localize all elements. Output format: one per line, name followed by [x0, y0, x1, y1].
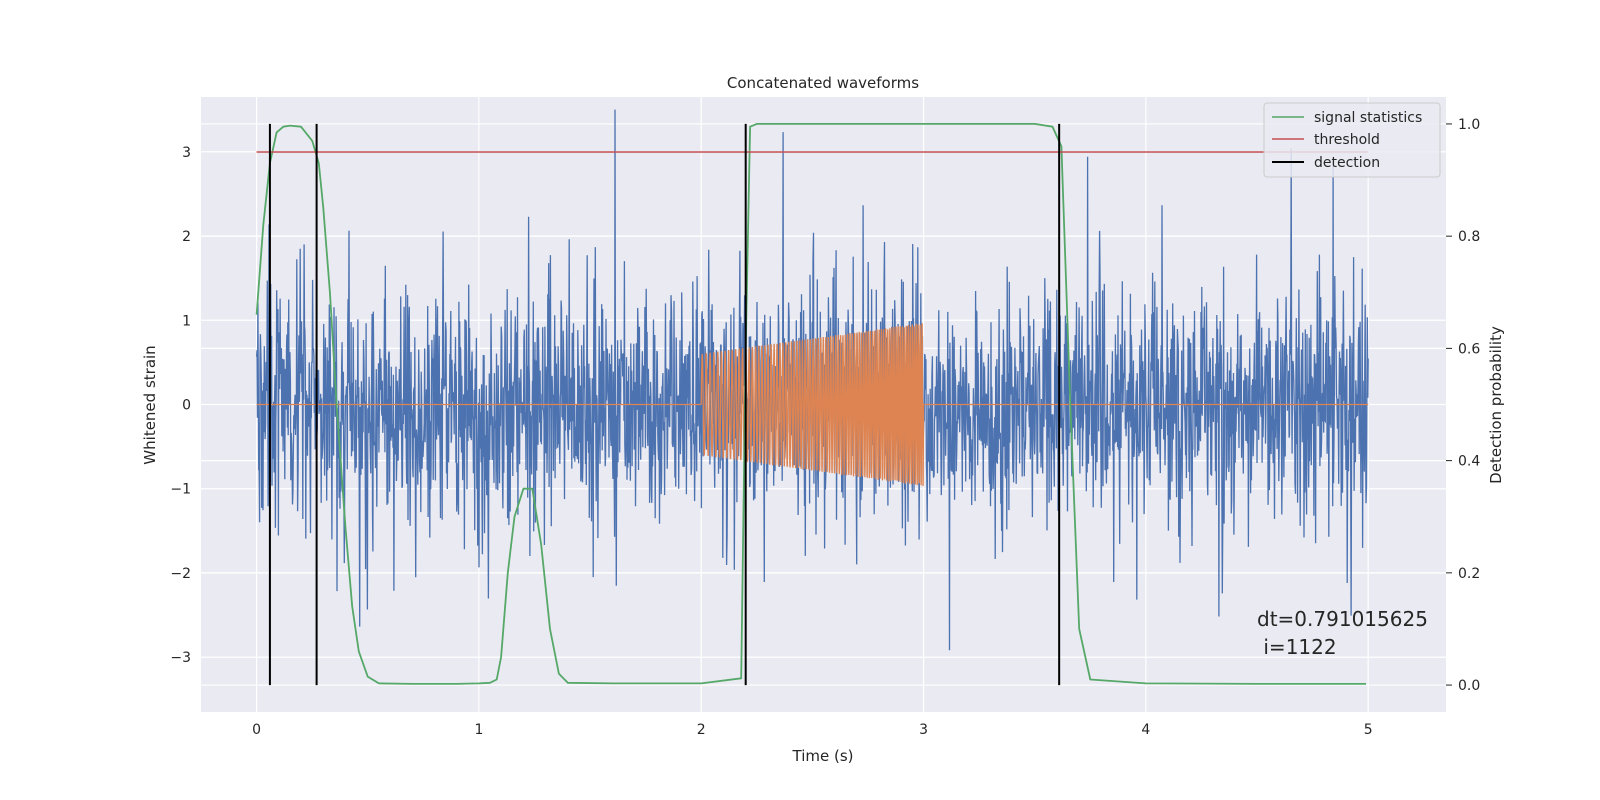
y-tick-label-right: 1.0 — [1458, 117, 1480, 133]
series-injected-signal-line — [256, 323, 1369, 487]
legend-label-detection: detection — [1314, 155, 1380, 171]
annotation-line-i: i=1122 — [1257, 635, 1337, 659]
y-tick-label-right: 0.8 — [1458, 229, 1480, 245]
series-signal-statistics-line — [255, 123, 1366, 685]
legend-label-signal-statistics: signal statistics — [1314, 110, 1422, 126]
y-tick-label-left: 3 — [182, 145, 191, 161]
y-tick-label-left: 2 — [182, 229, 191, 245]
y-tick-label-left: −2 — [170, 566, 191, 582]
y-tick-label-right: 0.2 — [1458, 566, 1480, 582]
y-tick-label-left: 1 — [182, 313, 191, 329]
y-tick-label-left: 0 — [182, 398, 191, 414]
x-tick-label: 5 — [1364, 722, 1373, 738]
chart-title: Concatenated waveforms — [727, 74, 919, 92]
legend: signal statistics threshold detection — [1263, 102, 1441, 178]
x-axis-label: Time (s) — [792, 747, 854, 765]
legend-label-threshold: threshold — [1314, 132, 1380, 148]
x-tick-label: 0 — [252, 722, 261, 738]
data-layer — [255, 109, 1369, 686]
x-tick-label: 2 — [697, 722, 706, 738]
y-tick-label-left: −3 — [170, 650, 191, 666]
y-axis-label-left: Whitened strain — [141, 345, 159, 464]
x-tick-label: 4 — [1141, 722, 1150, 738]
y-tick-label-right: 0.6 — [1458, 341, 1480, 357]
x-tick-label: 3 — [919, 722, 928, 738]
annotation: dt=0.791015625 i=1122 — [1257, 607, 1428, 659]
annotation-line-dt: dt=0.791015625 — [1257, 607, 1428, 631]
y-tick-label-right: 0.0 — [1458, 678, 1480, 694]
y-tick-label-right: 0.4 — [1458, 454, 1480, 470]
legend-box — [1263, 102, 1441, 178]
ticks: 0 1 2 3 4 5 −3 −2 −1 0 1 2 3 0.0 0.2 0.4 0.6 0.8 1.0 — [170, 117, 1480, 738]
y-axis-label-right: Detection probability — [1487, 326, 1505, 484]
x-tick-label: 1 — [474, 722, 483, 738]
y-tick-label-left: −1 — [170, 482, 191, 498]
